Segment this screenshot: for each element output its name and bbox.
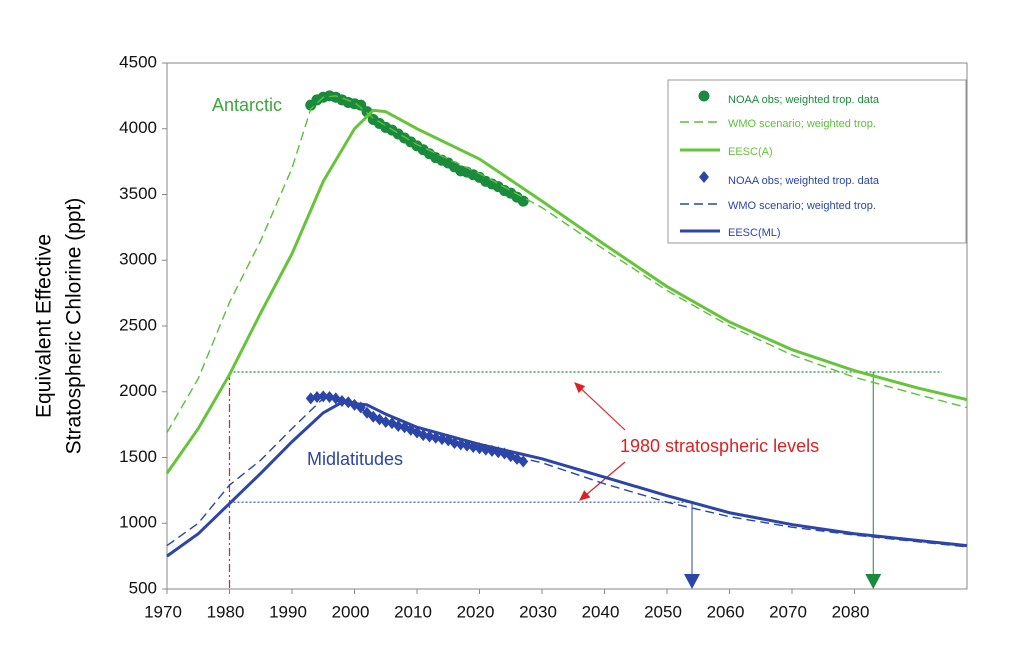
y-tick-label: 1500 [119,447,157,466]
x-tick-label: 2080 [832,602,870,621]
y-tick-label: 500 [129,578,157,597]
x-tick-label: 2060 [707,602,745,621]
legend: NOAA obs; weighted trop. data WMO scenari… [667,79,967,244]
annotation: Antarctic [212,95,282,115]
legend-label: WMO scenario; weighted trop. [728,200,876,212]
series-line [166,95,968,433]
data-point [312,391,322,404]
x-tick-label: 1970 [144,602,182,621]
x-tick-label: 1990 [269,602,307,621]
plot: 1970 1980 1990 2000 2010 2020 2030 2040 2050 2060… [119,52,968,621]
data-point [517,195,529,207]
data-point [424,430,435,443]
legend-marker [699,171,709,183]
x-tick-label: 2070 [769,602,807,621]
legend-label: EESC(A) [728,146,773,158]
annotation: Midlatitudes [307,449,403,469]
y-tick-label: 3500 [119,184,157,203]
data-point [324,391,335,404]
x-tick-label: 2010 [394,602,432,621]
y-label: Equivalent Effective [33,234,56,418]
legend-label: EESC(ML) [728,227,781,239]
x-tick-label: 2020 [457,602,495,621]
data-point [318,390,329,403]
x-tick-label: 2000 [332,602,370,621]
x-tick-label: 2050 [644,602,682,621]
y-tick-label: 3000 [119,250,157,269]
annotation: 1980 stratospheric levels [620,436,819,456]
return-arrow-head [865,574,882,589]
y-tick-label: 2500 [119,315,157,334]
data-point [449,437,460,450]
y-tick-label: 2000 [119,381,157,400]
data-point [305,392,316,405]
y-label: Stratospheric Chlorine (ppt) [63,198,86,455]
x-tick-label: 2040 [582,602,620,621]
annotation-arrow [574,382,626,431]
return-arrow-head [684,574,700,589]
y-tick-label: 4500 [119,52,157,71]
legend-box [667,79,967,244]
y-tick-label: 4000 [119,118,157,137]
legend-marker [698,90,710,102]
series-line [166,396,968,548]
legend-label: NOAA obs; weighted trop. data [728,94,880,106]
y-tick-label: 1000 [119,513,157,532]
data-point [418,429,429,442]
legend-label: NOAA obs; weighted trop. data [728,175,880,187]
series-line [165,108,968,475]
annotation-arrow [579,461,626,501]
series-line [166,400,968,558]
legend-label: WMO scenario; weighted trop. [728,118,876,130]
x-tick-label: 2030 [519,602,557,621]
x-tick-label: 1980 [207,602,245,621]
